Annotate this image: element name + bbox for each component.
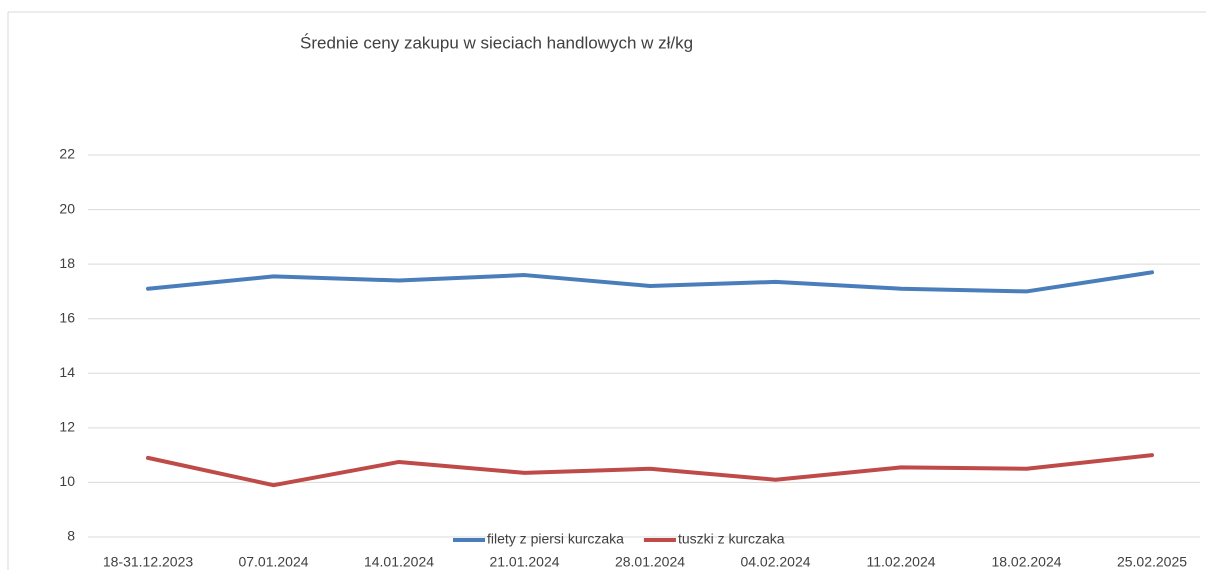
y-tick-label: 12 (59, 419, 75, 435)
x-tick-label: 21.01.2024 (489, 554, 559, 570)
legend-label: tuszki z kurczaka (678, 531, 785, 547)
y-tick-label: 8 (67, 528, 75, 544)
x-tick-label: 14.01.2024 (364, 554, 434, 570)
y-tick-label: 10 (59, 473, 75, 489)
x-tick-label: 28.01.2024 (615, 554, 685, 570)
y-tick-label: 20 (59, 200, 75, 216)
x-tick-label: 07.01.2024 (238, 554, 308, 570)
x-tick-label: 25.02.2025 (1117, 554, 1187, 570)
legend-label: filety z piersi kurczaka (487, 531, 624, 547)
chart-title: Średnie ceny zakupu w sieciach handlowyc… (300, 33, 693, 52)
y-tick-label: 18 (59, 255, 75, 271)
data-line (146, 270, 1154, 294)
x-tick-label: 11.02.2024 (866, 554, 935, 570)
y-tick-label: 22 (59, 146, 75, 162)
x-tick-label: 18.02.2024 (991, 554, 1061, 570)
x-tick-label: 18-31.12.2023 (103, 554, 194, 570)
x-tick-label: 04.02.2024 (740, 554, 810, 570)
data-line (146, 453, 1154, 488)
y-tick-label: 16 (59, 309, 75, 325)
y-tick-label: 14 (59, 364, 75, 380)
